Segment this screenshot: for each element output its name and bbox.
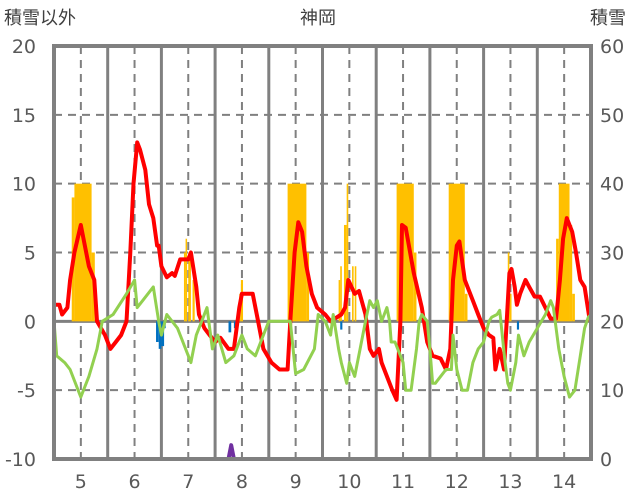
negative-bar bbox=[340, 321, 343, 330]
snow-depth-bar bbox=[464, 293, 468, 322]
y-tick-right: 20 bbox=[600, 311, 624, 333]
right-axis-title: 積雪 bbox=[590, 8, 626, 29]
y-tick-left: 0 bbox=[24, 311, 36, 333]
y-tick-left: -5 bbox=[17, 380, 36, 402]
snow-depth-bar bbox=[306, 252, 310, 322]
snow-depth-bar bbox=[558, 183, 570, 322]
negative-bar bbox=[233, 321, 236, 329]
x-tick: 12 bbox=[445, 471, 469, 493]
x-tick: 11 bbox=[391, 471, 415, 493]
y-tick-right: 0 bbox=[600, 449, 612, 471]
snow-depth-bar bbox=[185, 238, 188, 322]
snow-depth-bar bbox=[340, 266, 342, 322]
negative-bar bbox=[156, 321, 159, 342]
negative-bar bbox=[516, 321, 520, 330]
y-tick-right: 40 bbox=[600, 174, 624, 196]
snow-depth-bar bbox=[346, 183, 349, 322]
snow-depth-bar bbox=[569, 224, 573, 322]
red-series-line bbox=[54, 140, 592, 402]
chart-title: 神岡 bbox=[300, 8, 336, 29]
y-tick-right: 60 bbox=[600, 36, 624, 58]
y-tick-right: 50 bbox=[600, 105, 624, 127]
y-tick-right: 30 bbox=[600, 243, 624, 265]
green-series-line bbox=[52, 278, 593, 399]
y-tick-left: -10 bbox=[5, 449, 36, 471]
x-tick: 10 bbox=[337, 471, 361, 493]
x-tick: 9 bbox=[290, 471, 302, 493]
left-axis-title: 積雪以外 bbox=[4, 8, 76, 29]
y-tick-left: 5 bbox=[24, 243, 36, 265]
snow-depth-bar bbox=[192, 280, 195, 322]
snow-depth-bar bbox=[556, 238, 559, 322]
x-tick: 5 bbox=[75, 471, 87, 493]
snow-depth-bar bbox=[183, 252, 186, 322]
x-tick: 6 bbox=[129, 471, 141, 493]
x-tick: 13 bbox=[498, 471, 522, 493]
negative-bar bbox=[228, 321, 232, 333]
snow-depth-bar bbox=[509, 293, 512, 322]
snow-depth-bar bbox=[343, 224, 347, 322]
y-tick-right: 10 bbox=[600, 380, 624, 402]
snow-depth-bar bbox=[338, 280, 341, 322]
x-tick: 7 bbox=[182, 471, 194, 493]
snow-depth-bar bbox=[188, 252, 191, 322]
snow-depth-bar bbox=[572, 293, 575, 322]
gridlines bbox=[54, 46, 591, 459]
x-tick: 8 bbox=[236, 471, 248, 493]
snow-depth-bar bbox=[74, 183, 92, 322]
x-tick: 14 bbox=[552, 471, 576, 493]
y-tick-left: 20 bbox=[12, 36, 36, 58]
plot-frame bbox=[52, 44, 593, 461]
y-tick-left: 15 bbox=[12, 105, 36, 127]
y-tick-left: 10 bbox=[12, 174, 36, 196]
